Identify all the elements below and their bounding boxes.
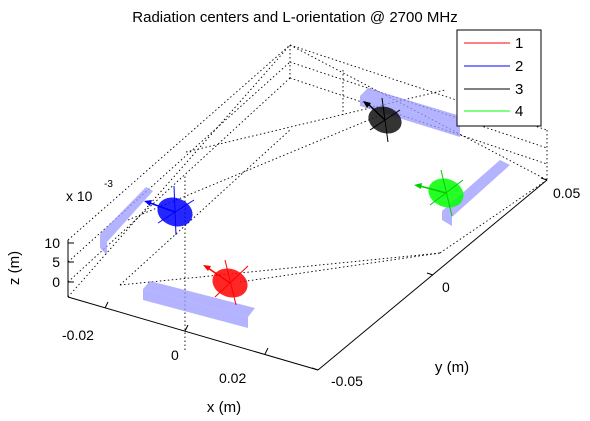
x-tick-label-neg: -0.02 — [62, 327, 94, 343]
x-tick-mark-2 — [184, 324, 189, 332]
legend-label-1: 1 — [515, 35, 523, 52]
back-top-edge-x — [67, 44, 291, 241]
x-tick-mark-3 — [264, 347, 269, 355]
y-tick-mark-1 — [311, 367, 319, 371]
chart-title: Radiation centers and L-orientation @ 27… — [132, 9, 457, 26]
z-tick-labels: 10 5 0 x 10 -3 — [44, 179, 113, 290]
axes-3d: 10 5 0 x 10 -3 -0.02 0 0.02 -0.05 0 0.05… — [6, 44, 580, 416]
legend-entry-3[interactable]: 3 — [464, 81, 523, 98]
y-tick-mark-3 — [540, 177, 548, 181]
antenna-element-3-front — [360, 96, 460, 137]
x-tick-label-zero: 0 — [171, 347, 179, 363]
z-tick-label-5: 5 — [52, 254, 60, 270]
antenna-element-4-front — [442, 211, 452, 226]
antenna-element-1-front — [143, 289, 248, 328]
orientation-arrowhead-1 — [203, 265, 211, 271]
x-tick-labels: -0.02 0 0.02 — [62, 327, 246, 386]
crosshair-4b — [440, 169, 453, 217]
antenna-element-2-front — [100, 234, 107, 255]
y-tick-label-zero: 0 — [442, 279, 450, 295]
floor-right-gridline — [439, 179, 548, 254]
floor-gridline — [239, 252, 441, 283]
y-tick-label-neg: -0.05 — [331, 373, 363, 389]
orientation-arrow-3 — [367, 103, 386, 121]
legend-entry-1[interactable]: 1 — [464, 35, 523, 52]
orientation-arrow-2 — [149, 202, 176, 213]
back-top-edge-y — [289, 44, 548, 131]
x-axis-label: x (m) — [207, 399, 241, 416]
legend-box — [456, 29, 542, 127]
radiation-center-4 — [414, 169, 464, 217]
radiation-center-1 — [203, 259, 249, 306]
legend-label-2: 2 — [515, 58, 523, 75]
x-tick-label-pos: 0.02 — [219, 370, 246, 386]
x-gridline-2 — [185, 89, 446, 153]
back-y-gridline-1 — [289, 61, 548, 149]
crosshair-2b — [157, 199, 195, 224]
z-tick-label-0: 0 — [52, 274, 60, 290]
axis-lines — [67, 177, 548, 371]
antenna-element-3-top — [360, 88, 467, 127]
orientation-arrowhead-3 — [363, 101, 371, 108]
radiation-center-3 — [363, 97, 402, 143]
legend-entry-2[interactable]: 2 — [464, 58, 523, 75]
antenna-element-1-top — [143, 281, 255, 317]
orientation-arrowhead-2 — [144, 200, 152, 206]
legend[interactable]: 1 2 3 4 — [456, 29, 542, 127]
orientation-arrow-1 — [207, 267, 231, 284]
crosshair-1a — [214, 265, 249, 298]
orientation-arrow-4 — [419, 185, 447, 194]
legend-label-3: 3 — [515, 81, 523, 98]
z-exponent-power: -3 — [104, 179, 113, 190]
crosshair-2a — [173, 185, 177, 236]
y-axis-label: y (m) — [435, 359, 469, 376]
x-tick-mark-1 — [104, 301, 109, 309]
y-tick-labels: -0.05 0 0.05 — [331, 185, 580, 389]
legend-entry-4[interactable]: 4 — [464, 103, 523, 120]
y-gridline-0 — [119, 252, 441, 286]
antenna-element-2-top — [100, 187, 153, 242]
y-tick-label-pos: 0.05 — [553, 185, 580, 201]
radiation-center-2 — [144, 185, 195, 236]
z-axis-label: z (m) — [6, 251, 23, 285]
orientation-arrowhead-4 — [414, 183, 422, 189]
z-gridline-5 — [67, 61, 291, 263]
z-tick-label-10: 10 — [44, 235, 60, 251]
crosshair-1b — [224, 259, 237, 306]
crosshair-3b — [381, 97, 389, 143]
back-y-gridline-2 — [289, 77, 548, 165]
z-exponent-base: x 10 — [66, 188, 93, 204]
x-axis-line — [67, 296, 319, 371]
legend-label-4: 4 — [515, 103, 523, 120]
x-gridline-1 — [127, 111, 389, 221]
y-tick-mark-2 — [426, 272, 434, 276]
